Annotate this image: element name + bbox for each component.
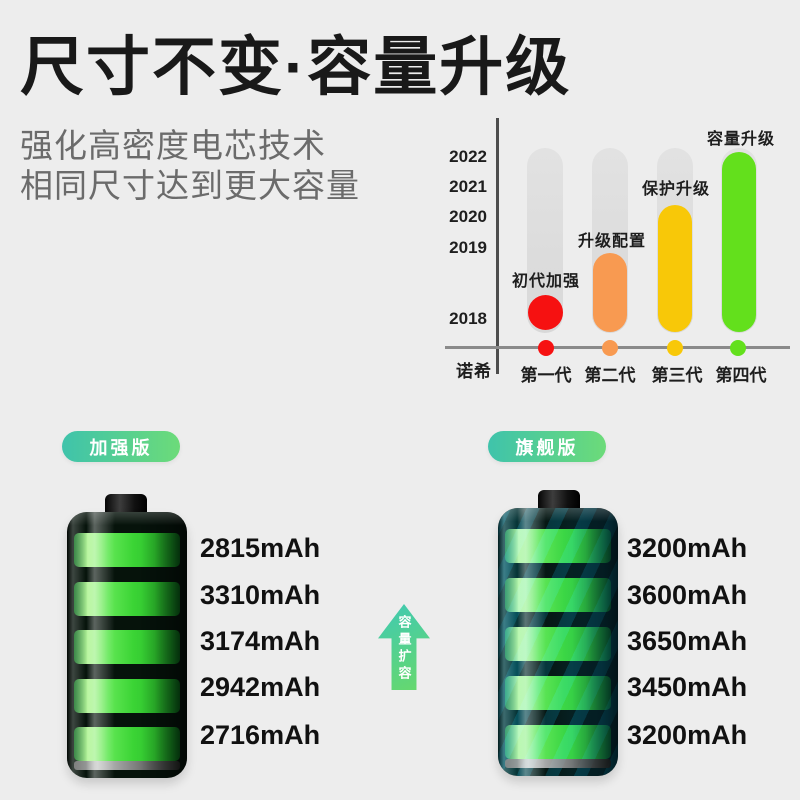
y-tick-2019: 2019 [449,238,487,257]
capacity-value: 2716mAh [200,720,321,750]
x-label-gen2: 第二代 [584,366,636,385]
badge-flagship-version: 旗舰版 [488,431,606,462]
capacity-value: 2942mAh [200,672,321,702]
annotation-gen1: 初代加强 [512,273,581,290]
axis-dot-gen4 [730,340,746,356]
axis-dot-gen3 [667,340,683,356]
arrow-label: 容量扩容 [396,615,412,683]
axis-dot-gen1 [538,340,554,356]
page-title: 尺寸不变·容量升级 [20,31,572,103]
x-label-gen3: 第三代 [651,366,703,385]
capacity-value: 3174mAh [200,626,321,656]
annotation-gen4: 容量升级 [707,131,776,148]
chart-bar-gen3 [658,205,692,332]
chart-bar-gen4 [722,152,756,332]
capacity-value: 3600mAh [627,580,748,610]
y-tick-2020: 2020 [449,207,487,226]
capacity-value: 2815mAh [200,533,321,563]
badge-enhanced-version: 加强版 [62,431,180,462]
battery-body [498,508,618,776]
capacity-value: 3650mAh [627,626,748,656]
upgrade-timeline-chart: 2022 2021 2020 2019 2018 诺希 初代加强 升级配置 保护… [440,105,796,397]
axis-dot-gen2 [602,340,618,356]
capacity-value: 3200mAh [627,533,748,563]
y-tick-2021: 2021 [449,177,487,196]
capacity-expand-arrow: 容量扩容 [378,604,430,690]
x-label-gen4: 第四代 [715,366,767,385]
brand-label: 诺希 [456,362,492,381]
chart-bar-gen2 [593,253,627,332]
chart-bar-gen1 [528,295,563,330]
capacity-value: 3200mAh [627,720,748,750]
capacity-value: 3450mAh [627,672,748,702]
y-tick-2022: 2022 [449,147,487,166]
annotation-gen2: 升级配置 [578,233,647,250]
annotation-gen3: 保护升级 [642,181,711,198]
capacity-value: 3310mAh [200,580,321,610]
x-label-gen1: 第一代 [520,366,572,385]
page-subtitle: 强化高密度电芯技术 相同尺寸达到更大容量 [20,126,360,206]
battery-gloss [498,508,618,776]
chart-y-axis-line [496,118,499,374]
subtitle-line-2: 相同尺寸达到更大容量 [20,167,360,204]
battery-gloss [67,512,187,778]
battery-body [67,512,187,778]
subtitle-line-1: 强化高密度电芯技术 [20,127,326,164]
y-tick-2018: 2018 [449,309,487,328]
